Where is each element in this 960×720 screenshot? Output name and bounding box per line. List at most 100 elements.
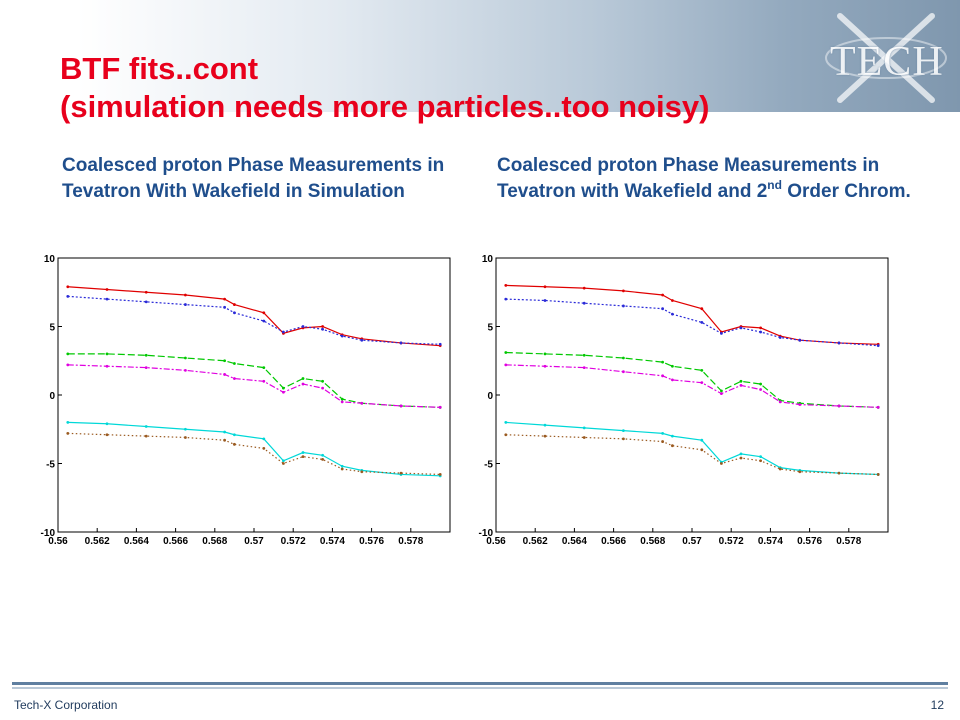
series-4-point [622, 370, 625, 374]
series-5-point [223, 430, 227, 434]
series-2-point [66, 294, 70, 298]
series-3-point [340, 397, 344, 401]
series-line-6 [505, 434, 879, 476]
series-6-point [233, 442, 236, 446]
series-2-point [399, 341, 403, 345]
series-6-point [876, 473, 880, 476]
x-tick-label: 0.56 [48, 536, 68, 547]
series-6-point [700, 448, 704, 452]
series-1-point [582, 286, 586, 290]
series-2-point [661, 307, 664, 311]
series-4-point [798, 403, 802, 406]
series-4-point [876, 405, 880, 409]
series-5-point [144, 425, 148, 428]
x-tick-label: 0.572 [719, 536, 744, 547]
series-6-point [543, 434, 547, 438]
series-3-point [282, 386, 285, 390]
series-1-point [504, 284, 508, 287]
series-6-point [262, 447, 266, 450]
series-4-point [543, 364, 547, 368]
series-2-point [184, 303, 187, 306]
series-2-point [504, 297, 508, 301]
series-1-point [223, 297, 227, 301]
series-4-point [184, 368, 187, 372]
series-4-point [223, 373, 227, 376]
series-3-point [144, 353, 148, 357]
right-caption-superscript: nd [767, 178, 782, 192]
series-5-point [105, 422, 109, 426]
right-phase-plot: 0.56 0.562 0.564 0.566 0.568 0.57 0.572 0.574 0.… [479, 254, 889, 547]
right-phase-chart: 0.56 0.562 0.564 0.566 0.568 0.57 0.572 0.574 0.… [468, 250, 898, 550]
series-5-point [66, 421, 70, 424]
series-2-point [340, 334, 344, 338]
x-tick-label: 0.566 [163, 536, 188, 547]
series-5-point [301, 451, 305, 454]
series-line-5 [505, 421, 879, 476]
series-3-point [105, 352, 109, 356]
series-4-point [233, 377, 236, 380]
series-4-point [105, 364, 109, 368]
series-4-point [671, 378, 674, 382]
x-tick-label: 0.568 [202, 536, 227, 547]
series-3-point [233, 362, 236, 365]
series-5-point [504, 421, 508, 424]
series-2-point [798, 338, 802, 342]
series-5-point [759, 455, 762, 459]
series-2-point [262, 319, 266, 323]
series-6-point [622, 437, 625, 441]
series-2-point [700, 320, 704, 324]
series-4-point [720, 392, 723, 396]
x-tick-label: 0.578 [836, 536, 861, 547]
series-1-point [262, 311, 266, 315]
series-4-point [759, 388, 762, 391]
series-1-point [66, 285, 70, 289]
series-2-point [360, 338, 364, 342]
series-6-point [184, 436, 187, 439]
series-5-point [700, 438, 704, 442]
series-line-2 [67, 295, 441, 345]
series-line-6 [67, 432, 441, 476]
series-4-point [399, 404, 403, 408]
series-6-point [105, 433, 109, 437]
series-4-point [66, 363, 70, 367]
series-4-point [282, 390, 285, 394]
series-4-point [340, 400, 344, 404]
series-1-point [661, 293, 664, 297]
series-1-point [321, 325, 324, 328]
logo-text: TECH [830, 39, 944, 85]
series-3-point [759, 382, 762, 386]
page-number: 12 [930, 698, 944, 712]
series-line-2 [505, 298, 879, 347]
series-6-point [340, 467, 344, 471]
series-1-point [233, 303, 236, 306]
series-line-4 [67, 364, 441, 408]
series-2-point [301, 325, 305, 328]
series-6-point [321, 457, 324, 461]
series-1-point [144, 290, 148, 294]
series-5-point [282, 459, 285, 463]
y-tick-label: 5 [487, 323, 493, 334]
series-2-point [622, 304, 625, 308]
series-6-point [301, 455, 305, 459]
series-2-point [543, 299, 547, 302]
series-6-point [438, 473, 442, 476]
y-tick-label: -5 [484, 460, 493, 471]
x-tick-label: 0.56 [486, 536, 506, 547]
series-6-point [759, 459, 762, 463]
series-3-point [720, 389, 723, 393]
series-1-point [759, 326, 762, 330]
series-4-point [438, 405, 442, 409]
series-3-point [700, 368, 704, 372]
series-3-point [661, 360, 664, 364]
series-2-point [282, 330, 285, 334]
series-2-point [720, 331, 723, 335]
y-tick-label: 0 [487, 391, 493, 402]
series-1-point [700, 307, 704, 311]
x-tick-label: 0.57 [682, 536, 702, 547]
footer-rule-light [12, 687, 948, 689]
series-6-point [282, 462, 285, 465]
series-3-point [543, 352, 547, 356]
series-6-point [661, 440, 664, 443]
series-4-point [144, 366, 148, 369]
x-tick-label: 0.576 [359, 536, 384, 547]
